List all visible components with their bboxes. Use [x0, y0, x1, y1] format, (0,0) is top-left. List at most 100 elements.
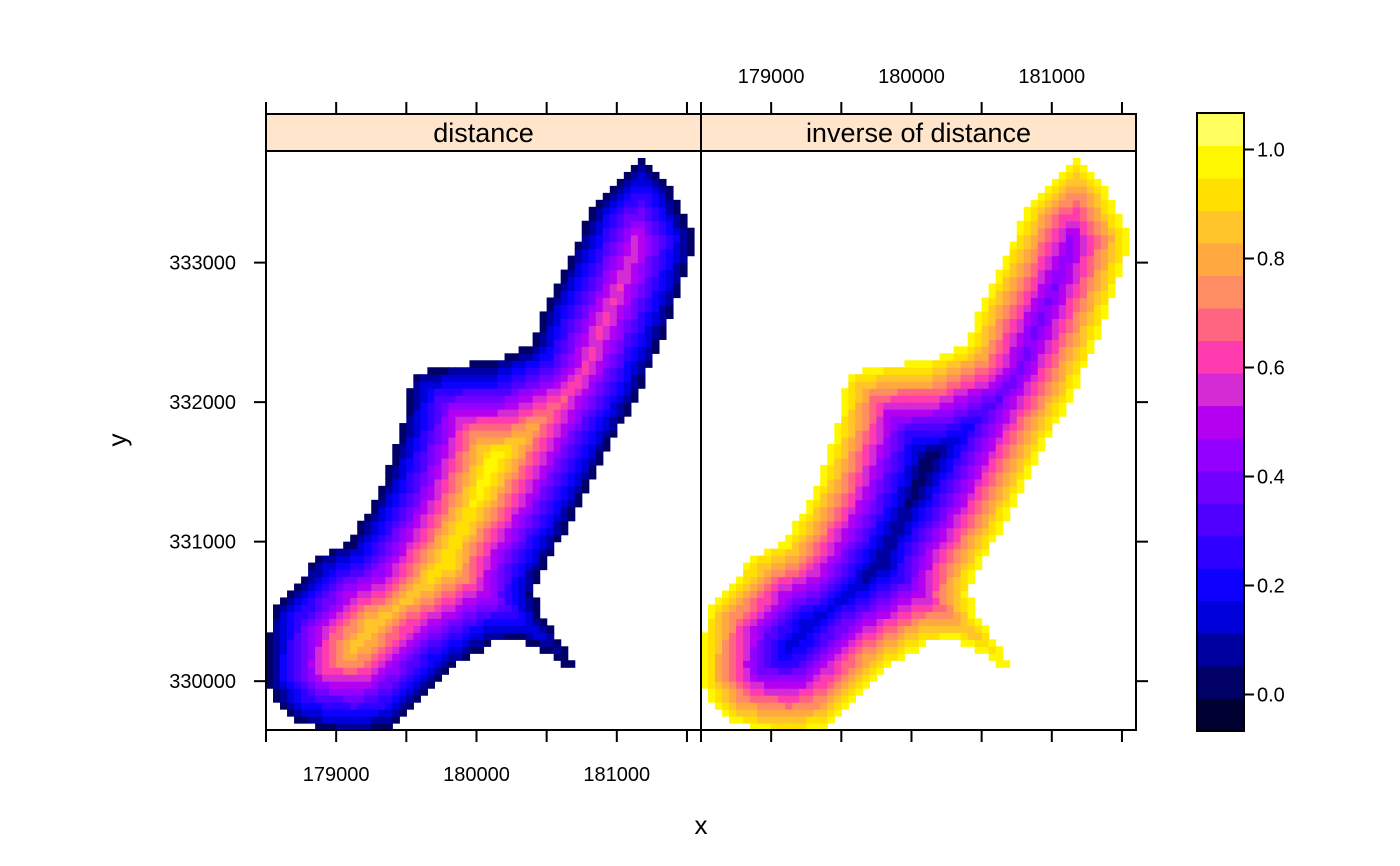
heatmap-cell — [609, 290, 618, 299]
heatmap-cell — [799, 534, 807, 543]
heatmap-cell — [960, 464, 969, 473]
heatmap-cell — [532, 499, 541, 508]
heatmap-cell — [1065, 318, 1074, 326]
heatmap-cell — [806, 618, 814, 626]
heatmap-cell — [1058, 227, 1067, 236]
heatmap-cell — [469, 646, 478, 654]
heatmap-cell — [588, 234, 597, 243]
heatmap-cell — [764, 667, 772, 675]
heatmap-cell — [595, 213, 604, 222]
heatmap-cell — [469, 555, 478, 564]
heatmap-cell — [336, 590, 344, 599]
heatmap-cell — [799, 632, 807, 640]
heatmap-cell — [1023, 262, 1032, 271]
heatmap-cell — [1009, 457, 1018, 466]
heatmap-cell — [371, 646, 379, 654]
heatmap-cell — [378, 667, 386, 675]
heatmap-cell — [1086, 220, 1095, 229]
heatmap-cell — [322, 583, 330, 592]
heatmap-cell — [981, 437, 990, 445]
heatmap-cell — [385, 611, 393, 619]
heatmap-cell — [974, 443, 983, 452]
heatmap-cell — [792, 548, 800, 557]
heatmap-cell — [953, 353, 962, 361]
heatmap-cell — [974, 318, 983, 326]
heatmap-cell — [434, 548, 443, 557]
heatmap-cell — [413, 520, 421, 529]
heatmap-cell — [904, 437, 913, 445]
heatmap-cell — [427, 660, 435, 668]
heatmap-cell — [995, 304, 1004, 313]
heatmap-cell — [378, 625, 386, 633]
heatmap-cell — [995, 660, 1004, 668]
heatmap-cell — [623, 227, 632, 236]
heatmap-cell — [862, 534, 870, 543]
heatmap-cell — [616, 402, 625, 410]
heatmap-cell — [672, 283, 681, 292]
heatmap-cell — [855, 492, 863, 501]
heatmap-cell — [981, 499, 990, 508]
heatmap-cell — [890, 583, 899, 592]
heatmap-cell — [329, 681, 337, 689]
heatmap-cell — [490, 374, 499, 382]
heatmap-cell — [434, 569, 443, 578]
heatmap-cell — [581, 471, 590, 480]
heatmap-cell — [918, 562, 927, 571]
heatmap-cell — [869, 478, 878, 487]
heatmap-cell — [392, 450, 400, 459]
heatmap-cell — [623, 206, 632, 215]
heatmap-cell — [750, 590, 758, 599]
heatmap-cell — [469, 395, 478, 403]
heatmap-cell — [904, 576, 913, 585]
heatmap-cell — [567, 276, 576, 285]
heatmap-cell — [546, 388, 555, 396]
heatmap-cell — [357, 576, 365, 585]
heatmap-cell — [343, 653, 351, 661]
heatmap-cell — [946, 562, 955, 571]
heatmap-cell — [413, 416, 421, 424]
heatmap-cell — [813, 639, 821, 647]
heatmap-cell — [518, 353, 527, 361]
heatmap-cell — [616, 360, 625, 368]
heatmap-cell — [967, 576, 976, 585]
heatmap-cell — [455, 562, 464, 571]
heatmap-cell — [722, 618, 730, 626]
heatmap-cell — [315, 618, 323, 626]
heatmap-cell — [574, 262, 583, 271]
heatmap-cell — [1044, 395, 1053, 403]
heatmap-cell — [855, 450, 863, 459]
heatmap-cell — [1016, 430, 1025, 438]
heatmap-cell — [820, 723, 828, 730]
heatmap-cell — [434, 437, 443, 445]
heatmap-cell — [399, 513, 407, 522]
heatmap-cell — [392, 541, 400, 550]
heatmap-cell — [750, 583, 758, 592]
heatmap-cell — [1016, 360, 1025, 368]
heatmap-cell — [350, 590, 358, 599]
heatmap-cell — [1093, 248, 1102, 257]
heatmap-cell — [897, 611, 906, 619]
heatmap-cell — [602, 367, 611, 375]
heatmap-cell — [623, 395, 632, 403]
heatmap-cell — [406, 590, 414, 599]
heatmap-cell — [525, 618, 534, 626]
heatmap-cell — [785, 674, 793, 682]
heatmap-cell — [476, 485, 485, 494]
heatmap-cell — [637, 185, 646, 194]
heatmap-cell — [287, 639, 295, 647]
heatmap-cell — [623, 360, 632, 368]
heatmap-cell — [820, 632, 828, 640]
heatmap-cell — [792, 716, 800, 724]
heatmap-cell — [644, 325, 653, 333]
heatmap-cell — [876, 569, 885, 578]
heatmap-cell — [525, 597, 534, 606]
heatmap-cell — [630, 199, 639, 208]
heatmap-cell — [518, 381, 527, 389]
heatmap-cell — [1030, 353, 1039, 361]
heatmap-cell — [301, 716, 309, 724]
heatmap-cell — [525, 402, 534, 410]
heatmap-cell — [939, 416, 948, 424]
heatmap-cell — [995, 478, 1004, 487]
heatmap-cell — [904, 409, 913, 417]
heatmap-cell — [679, 241, 688, 250]
